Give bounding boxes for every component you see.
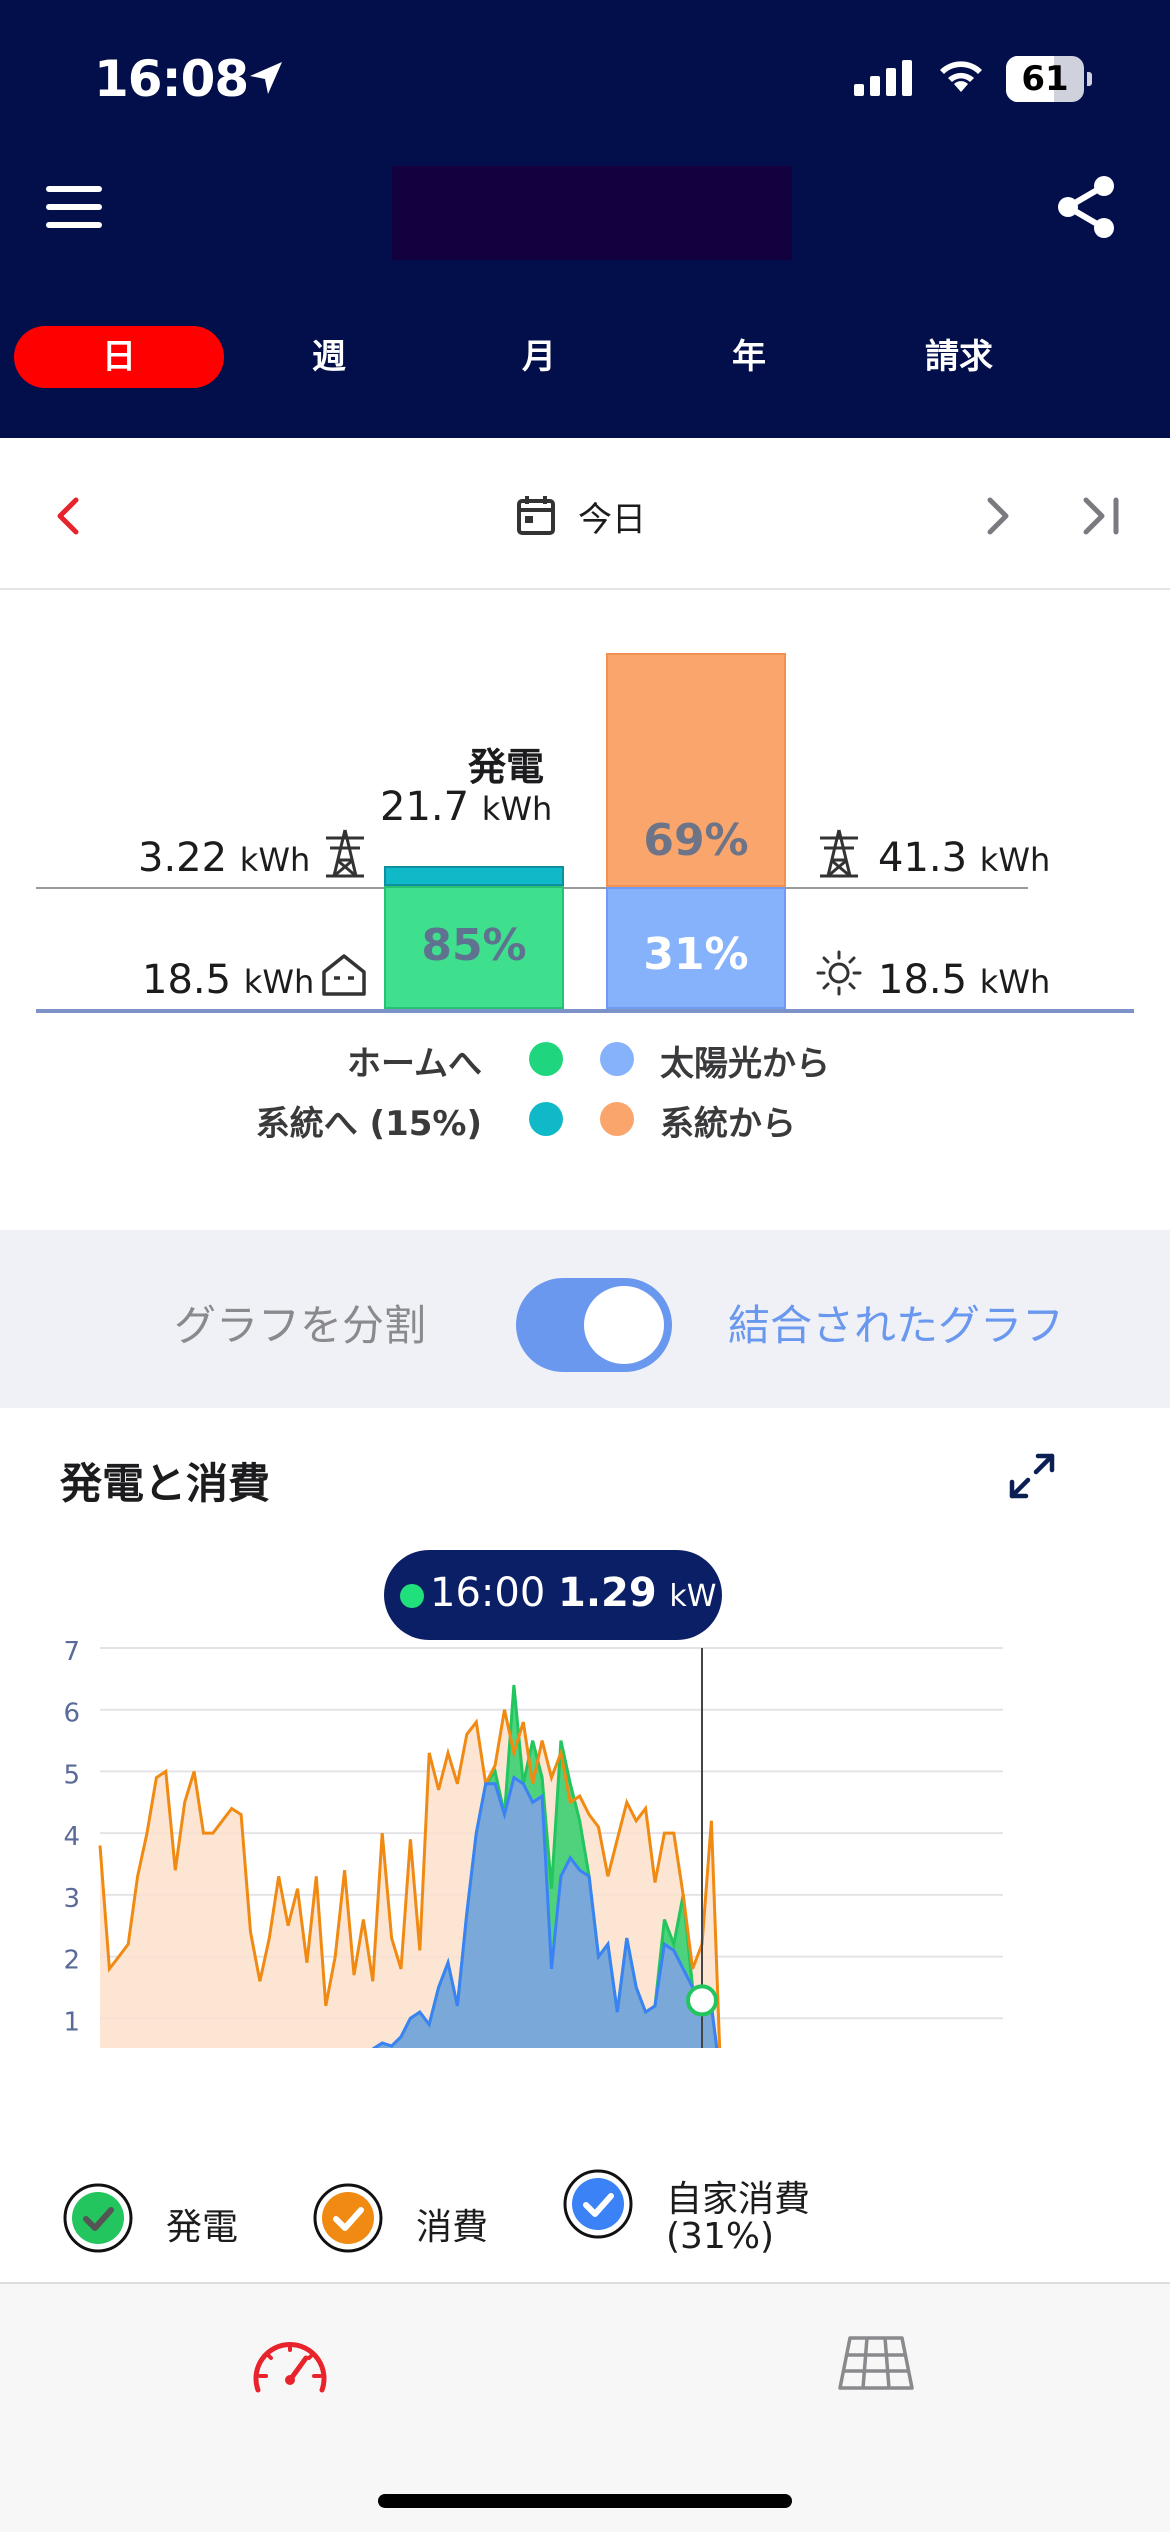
home-percent: 85%: [421, 920, 527, 971]
legend-from-grid-label: 系統から: [660, 1104, 796, 1144]
y-tick-label: 2: [63, 1946, 80, 1976]
generation-consumption-card: 発電と消費 kW12345676正午18 16:00 1.29 kW 発電 消費…: [0, 1408, 1170, 2282]
chart-title: 発電と消費: [60, 1459, 271, 1508]
share-icon[interactable]: [1054, 174, 1118, 240]
production-label: 発電: [467, 745, 544, 789]
consumption-line: [98, 1709, 722, 2048]
tooltip-unit: kW: [669, 1579, 717, 1614]
y-tick-label: 6: [63, 1699, 80, 1729]
sun-icon: [816, 950, 862, 996]
production-number: 21.7: [380, 784, 470, 830]
production-unit: kWh: [481, 790, 553, 828]
switch-knob: [584, 1286, 664, 1364]
legend-generation-label: 発電: [166, 2207, 239, 2248]
from-grid-unit: kWh: [979, 841, 1051, 879]
production-value: 21.7 kWh: [380, 784, 552, 830]
tab-month[interactable]: 月: [522, 337, 556, 377]
summary-baseline: [36, 1009, 1134, 1013]
to-home-number: 18.5: [142, 957, 232, 1003]
from-solar-bar: 31%: [606, 887, 786, 1009]
tab-week[interactable]: 週: [312, 337, 346, 377]
skip-to-last-icon[interactable]: [1080, 494, 1124, 538]
battery-percent: 61: [1021, 59, 1069, 99]
status-time: 16:08: [94, 50, 249, 108]
power-chart[interactable]: kW12345676正午18: [0, 1408, 1170, 2048]
tooltip-value: 1.29: [558, 1570, 657, 1616]
y-tick-label: 1: [63, 2007, 80, 2037]
solar-panel-icon[interactable]: [836, 2334, 916, 2394]
energy-summary: 発電 21.7 kWh 85% 69% 31% 3.22 kWh 18.5 kW…: [0, 592, 1170, 1230]
chevron-left-icon[interactable]: [48, 494, 88, 538]
from-grid-number: 41.3: [878, 835, 968, 881]
battery-fill: [1006, 56, 1054, 102]
expand-icon[interactable]: [1008, 1452, 1056, 1500]
legend-consumption-label: 消費: [416, 2207, 489, 2248]
legend-from-solar-dot: [600, 1042, 634, 1076]
calendar-icon: [517, 496, 555, 535]
gauge-icon[interactable]: [250, 2332, 330, 2398]
to-grid-value: 3.22 kWh: [138, 835, 310, 881]
grid-percent: 69%: [643, 815, 749, 866]
to-home-unit: kWh: [243, 963, 315, 1001]
from-solar-unit: kWh: [979, 963, 1051, 1001]
from-solar-value: 18.5 kWh: [878, 957, 1050, 1003]
period-tabs: 日 週 月 年 請求: [0, 326, 1170, 388]
hamburger-icon[interactable]: [46, 186, 102, 228]
solar-percent: 31%: [643, 929, 749, 980]
location-arrow-icon: [250, 62, 282, 94]
legend-self-consumption-check-icon[interactable]: [562, 2168, 634, 2240]
site-title-redacted: [392, 166, 792, 260]
y-tick-label: 7: [63, 1637, 80, 1667]
bottom-tab-bar: [0, 2282, 1170, 2532]
cursor-marker: [686, 1984, 718, 2017]
to-grid-number: 3.22: [138, 835, 228, 881]
to-grid-unit: kWh: [239, 841, 311, 879]
home-indicator: [378, 2494, 792, 2508]
legend-from-solar-label: 太陽光から: [660, 1044, 830, 1084]
chart-tooltip: 16:00 1.29 kW: [384, 1550, 722, 1640]
tooltip-dot: [400, 1584, 424, 1608]
chevron-right-icon[interactable]: [978, 494, 1018, 538]
legend-self-consumption-label: 自家消費: [666, 2179, 811, 2220]
from-grid-bar: 69%: [606, 653, 786, 887]
legend-to-home-dot: [529, 1042, 563, 1076]
transmission-tower-icon: [820, 829, 858, 878]
tab-day[interactable]: 日: [14, 326, 224, 388]
legend-to-home-label: ホームへ: [347, 1044, 482, 1084]
legend-to-grid-dot: [529, 1102, 563, 1136]
legend-from-grid-dot: [600, 1102, 634, 1136]
tab-billing[interactable]: 請求: [925, 337, 993, 377]
tooltip-time: 16:00: [430, 1570, 546, 1616]
graph-mode-toggle-strip: グラフを分割 結合されたグラフ: [0, 1230, 1170, 1408]
legend-consumption-check-icon[interactable]: [312, 2182, 384, 2254]
combined-graph-label[interactable]: 結合されたグラフ: [728, 1301, 1065, 1350]
tooltip-text: 16:00 1.29 kW: [430, 1570, 716, 1616]
legend-generation-check-icon[interactable]: [62, 2182, 134, 2254]
graph-mode-switch[interactable]: [516, 1278, 672, 1372]
from-solar-number: 18.5: [878, 957, 968, 1003]
from-grid-value: 41.3 kWh: [878, 835, 1050, 881]
split-graph-label[interactable]: グラフを分割: [174, 1301, 427, 1350]
legend-to-grid-label: 系統へ (15%): [255, 1104, 482, 1144]
battery-indicator: 61: [1006, 56, 1092, 102]
legend-self-consumption-pct: (31%): [666, 2216, 775, 2257]
to-home-value: 18.5 kWh: [142, 957, 314, 1003]
to-grid-bar: [384, 866, 564, 886]
y-tick-label: 4: [63, 1822, 80, 1852]
app-header: 16:08 61 日 週 月 年 請求: [0, 0, 1170, 438]
self-consumption-line: [371, 1775, 719, 2048]
tab-year[interactable]: 年: [732, 337, 766, 377]
to-home-bar: 85%: [384, 886, 564, 1009]
wifi-icon: [940, 61, 982, 92]
date-label[interactable]: 今日: [578, 500, 646, 540]
y-tick-label: 3: [63, 1884, 80, 1914]
date-navigation: 今日: [0, 438, 1170, 590]
y-tick-label: 5: [63, 1760, 80, 1790]
cellular-signal-icon: [854, 60, 912, 96]
transmission-tower-icon: [326, 829, 364, 878]
home-icon: [322, 954, 366, 996]
